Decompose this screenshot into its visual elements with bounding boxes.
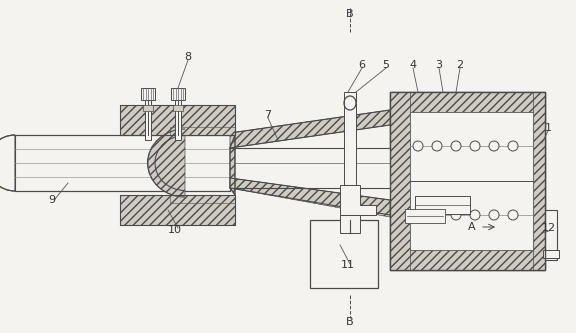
Bar: [171, 88, 185, 100]
Circle shape: [470, 141, 480, 151]
Bar: [405, 209, 445, 223]
Text: 12: 12: [542, 223, 556, 233]
Circle shape: [489, 141, 499, 151]
Bar: [230, 148, 390, 216]
Bar: [120, 195, 235, 225]
Polygon shape: [340, 185, 376, 215]
Polygon shape: [390, 250, 545, 270]
Text: 5: 5: [382, 60, 389, 70]
Text: 3: 3: [435, 60, 442, 70]
Text: 2: 2: [456, 60, 464, 70]
Bar: [310, 220, 378, 288]
Circle shape: [413, 141, 423, 151]
Polygon shape: [148, 129, 185, 197]
Circle shape: [432, 210, 442, 220]
Bar: [145, 100, 151, 140]
Bar: [15, 135, 230, 191]
Bar: [344, 92, 356, 215]
Polygon shape: [533, 92, 545, 270]
Circle shape: [508, 210, 518, 220]
Text: 10: 10: [168, 225, 182, 235]
Bar: [120, 105, 235, 135]
Bar: [415, 196, 470, 214]
Bar: [175, 100, 181, 140]
Polygon shape: [230, 110, 390, 148]
Polygon shape: [230, 135, 235, 195]
Text: 1: 1: [544, 123, 551, 133]
Circle shape: [451, 141, 461, 151]
Text: B: B: [346, 317, 354, 327]
Bar: [340, 215, 360, 233]
Polygon shape: [120, 195, 235, 225]
Bar: [543, 250, 559, 258]
Bar: [173, 105, 183, 111]
Circle shape: [470, 210, 480, 220]
Bar: [390, 92, 545, 270]
Polygon shape: [120, 105, 235, 135]
Text: A: A: [468, 222, 476, 232]
Bar: [141, 88, 155, 100]
Wedge shape: [0, 135, 15, 191]
Circle shape: [451, 210, 461, 220]
Bar: [410, 112, 533, 250]
Polygon shape: [390, 92, 410, 270]
Text: 8: 8: [184, 52, 192, 62]
Polygon shape: [170, 195, 235, 203]
Text: B: B: [346, 9, 354, 19]
Text: 4: 4: [410, 60, 416, 70]
Polygon shape: [230, 178, 390, 217]
Text: 7: 7: [264, 110, 271, 120]
Bar: [390, 92, 545, 270]
Text: 11: 11: [341, 260, 355, 270]
Circle shape: [489, 210, 499, 220]
Circle shape: [508, 141, 518, 151]
Bar: [545, 210, 557, 260]
Circle shape: [413, 210, 423, 220]
Polygon shape: [390, 92, 545, 112]
Text: 9: 9: [48, 195, 55, 205]
Bar: [143, 105, 153, 111]
Polygon shape: [170, 127, 235, 135]
Circle shape: [432, 141, 442, 151]
Text: 6: 6: [358, 60, 366, 70]
